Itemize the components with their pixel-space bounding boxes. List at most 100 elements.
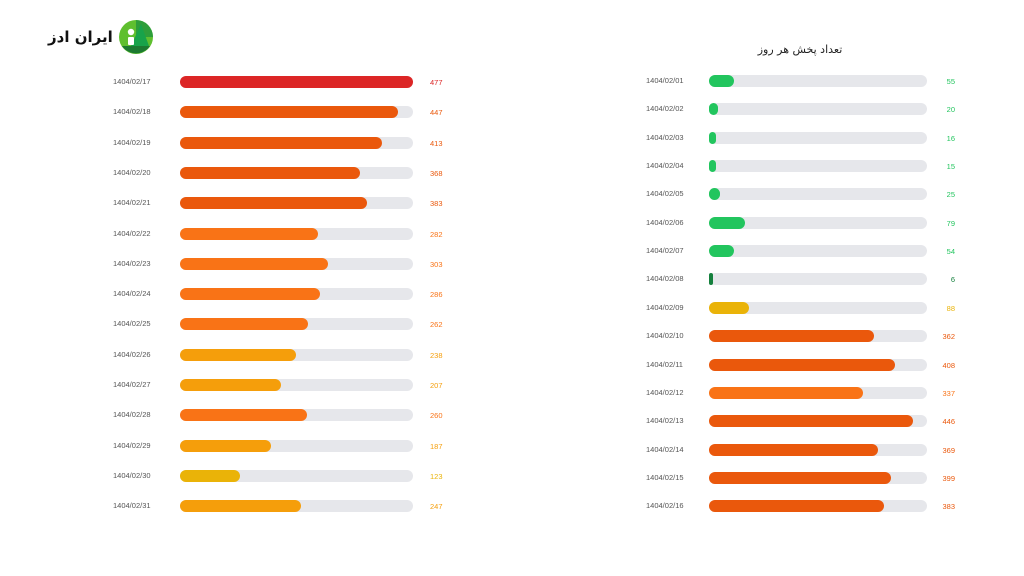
bar xyxy=(180,197,368,210)
bar-track xyxy=(709,358,927,371)
value-label: 286 xyxy=(430,290,443,300)
category-label: 1404/02/07 xyxy=(646,246,684,256)
bar xyxy=(709,103,719,116)
value-label: 16 xyxy=(946,133,955,143)
value-label: 187 xyxy=(430,441,443,451)
value-label: 413 xyxy=(430,138,443,148)
value-label: 368 xyxy=(430,168,443,178)
bar xyxy=(180,409,307,422)
bar-track xyxy=(709,443,927,456)
bar-track xyxy=(709,330,927,343)
bar xyxy=(180,257,328,270)
bar xyxy=(709,188,721,201)
bar-track xyxy=(180,257,413,270)
bar-track xyxy=(709,500,927,513)
value-label: 247 xyxy=(430,502,443,512)
bar-track xyxy=(709,245,927,258)
value-label: 383 xyxy=(430,199,443,209)
category-label: 1404/02/22 xyxy=(113,228,151,238)
bar-track xyxy=(180,106,413,119)
value-label: 383 xyxy=(942,502,955,512)
category-label: 1404/02/13 xyxy=(646,416,684,426)
bar-track xyxy=(709,471,927,484)
category-label: 1404/02/19 xyxy=(113,137,151,147)
category-label: 1404/02/03 xyxy=(646,132,684,142)
category-label: 1404/02/08 xyxy=(646,274,684,284)
category-label: 1404/02/06 xyxy=(646,217,684,227)
value-label: 282 xyxy=(430,229,443,239)
category-label: 1404/02/11 xyxy=(646,359,683,369)
bar xyxy=(180,106,399,119)
bar-track xyxy=(709,386,927,399)
bar xyxy=(180,288,320,301)
value-label: 238 xyxy=(430,350,443,360)
bar-track xyxy=(180,318,413,331)
bar xyxy=(709,245,734,258)
bar-track xyxy=(709,301,927,314)
value-label: 446 xyxy=(942,417,955,427)
bar-track xyxy=(709,75,927,87)
bar xyxy=(180,439,272,452)
value-label: 369 xyxy=(942,445,955,455)
bar-track xyxy=(180,439,413,452)
bar xyxy=(709,301,750,314)
category-label: 1404/02/30 xyxy=(113,470,151,480)
bar-track xyxy=(709,131,927,144)
category-label: 1404/02/02 xyxy=(646,104,684,114)
logo-text: ایران ادز xyxy=(48,28,113,46)
bar-track xyxy=(709,160,927,173)
bar xyxy=(709,500,885,513)
value-label: 408 xyxy=(942,360,955,370)
bar-track xyxy=(180,166,413,179)
bar-track xyxy=(709,188,927,201)
value-label: 260 xyxy=(430,411,443,421)
value-label: 79 xyxy=(946,218,955,228)
category-label: 1404/02/18 xyxy=(113,107,151,117)
category-label: 1404/02/26 xyxy=(113,349,151,359)
category-label: 1404/02/24 xyxy=(113,289,151,299)
bar-track xyxy=(709,216,927,229)
bar xyxy=(709,131,717,144)
bar-track xyxy=(180,76,413,88)
bar xyxy=(180,227,318,240)
category-label: 1404/02/14 xyxy=(646,444,684,454)
value-label: 207 xyxy=(430,381,443,390)
category-label: 1404/02/29 xyxy=(113,440,151,450)
bar xyxy=(180,166,360,179)
bar-track xyxy=(180,348,413,361)
bar xyxy=(180,500,301,513)
bar-track xyxy=(180,288,413,301)
value-label: 15 xyxy=(946,162,955,172)
category-label: 1404/02/21 xyxy=(113,198,151,208)
value-label: 88 xyxy=(946,303,955,313)
category-label: 1404/02/09 xyxy=(646,302,684,312)
bar xyxy=(709,273,714,286)
bar xyxy=(180,318,308,331)
bar xyxy=(709,75,735,87)
bar xyxy=(709,216,746,229)
bar-track xyxy=(180,379,413,391)
category-label: 1404/02/27 xyxy=(113,380,151,389)
bar xyxy=(180,348,297,361)
chart-title: تعداد پخش هر روز xyxy=(757,43,843,56)
value-label: 337 xyxy=(942,388,955,398)
bar xyxy=(709,471,892,484)
value-label: 25 xyxy=(946,190,955,200)
bar xyxy=(709,358,896,371)
category-label: 1404/02/10 xyxy=(646,331,684,341)
category-label: 1404/02/25 xyxy=(113,319,151,329)
category-label: 1404/02/12 xyxy=(646,387,684,397)
bar-track xyxy=(709,273,927,286)
bar xyxy=(180,379,282,391)
iranads-logo-icon xyxy=(118,20,153,54)
value-label: 54 xyxy=(946,247,955,257)
category-label: 1404/02/01 xyxy=(646,76,684,85)
category-label: 1404/02/15 xyxy=(646,472,684,482)
value-label: 20 xyxy=(946,105,955,115)
category-label: 1404/02/16 xyxy=(646,501,684,511)
bar-track xyxy=(709,415,927,428)
bar-track xyxy=(180,136,413,149)
category-label: 1404/02/20 xyxy=(113,167,151,177)
bar xyxy=(180,76,413,88)
bar xyxy=(709,386,864,399)
